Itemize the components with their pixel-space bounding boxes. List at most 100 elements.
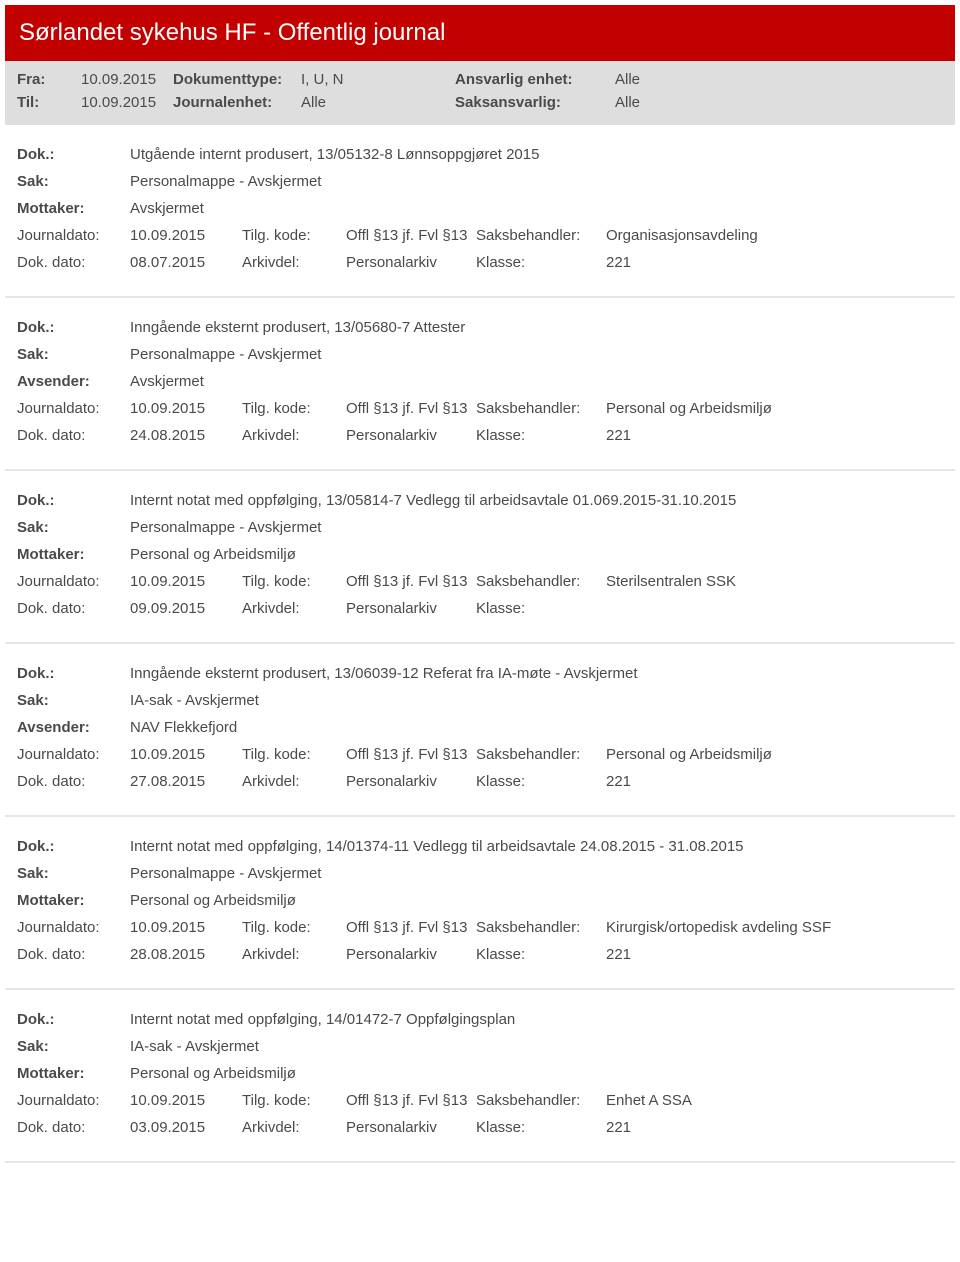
sak-label: Sak: <box>17 865 130 882</box>
sak-value: Personalmappe - Avskjermet <box>130 519 321 536</box>
journalenhet-value: Alle <box>301 94 455 111</box>
arkivdel-label: Arkivdel: <box>242 1119 346 1136</box>
party-label: Mottaker: <box>17 546 130 563</box>
sak-label: Sak: <box>17 1038 130 1055</box>
party-label: Mottaker: <box>17 1065 130 1082</box>
party-label: Mottaker: <box>17 892 130 909</box>
doktype-label: Dokumenttype: <box>173 71 301 88</box>
saksbehandler-value: Personal og Arbeidsmiljø <box>606 400 772 417</box>
dokdato-label: Dok. dato: <box>17 427 130 444</box>
dok-value: Internt notat med oppfølging, 13/05814-7… <box>130 492 736 509</box>
klasse-label: Klasse: <box>476 1119 606 1136</box>
arkivdel-label: Arkivdel: <box>242 946 346 963</box>
journaldato-label: Journaldato: <box>17 573 130 590</box>
journal-record: Dok.: Internt notat med oppfølging, 14/0… <box>5 990 955 1163</box>
journaldato-value: 10.09.2015 <box>130 573 242 590</box>
page-title: Sørlandet sykehus HF - Offentlig journal <box>19 19 445 46</box>
klasse-label: Klasse: <box>476 600 606 617</box>
tilgkode-label: Tilg. kode: <box>242 746 346 763</box>
dokdato-value: 27.08.2015 <box>130 773 242 790</box>
party-value: Personal og Arbeidsmiljø <box>130 892 296 909</box>
dok-value: Internt notat med oppfølging, 14/01472-7… <box>130 1011 515 1028</box>
journaldato-label: Journaldato: <box>17 1092 130 1109</box>
tilgkode-value: Offl §13 jf. Fvl §13 <box>346 573 476 590</box>
party-value: NAV Flekkefjord <box>130 719 237 736</box>
tilgkode-label: Tilg. kode: <box>242 227 346 244</box>
dok-value: Inngående eksternt produsert, 13/06039-1… <box>130 665 638 682</box>
party-label: Mottaker: <box>17 200 130 217</box>
journaldato-value: 10.09.2015 <box>130 400 242 417</box>
saksbehandler-value: Organisasjonsavdeling <box>606 227 758 244</box>
sak-value: IA-sak - Avskjermet <box>130 1038 259 1055</box>
dokdato-label: Dok. dato: <box>17 773 130 790</box>
journal-record: Dok.: Inngående eksternt produsert, 13/0… <box>5 644 955 817</box>
arkivdel-label: Arkivdel: <box>242 254 346 271</box>
dokdato-value: 09.09.2015 <box>130 600 242 617</box>
klasse-label: Klasse: <box>476 946 606 963</box>
sak-value: IA-sak - Avskjermet <box>130 692 259 709</box>
sak-value: Personalmappe - Avskjermet <box>130 346 321 363</box>
dok-label: Dok.: <box>17 492 130 509</box>
party-value: Avskjermet <box>130 200 204 217</box>
records-container: Dok.: Utgående internt produsert, 13/051… <box>0 125 960 1163</box>
saksbehandler-label: Saksbehandler: <box>476 1092 606 1109</box>
sak-label: Sak: <box>17 173 130 190</box>
dokdato-label: Dok. dato: <box>17 1119 130 1136</box>
dok-label: Dok.: <box>17 838 130 855</box>
saksbehandler-value: Sterilsentralen SSK <box>606 573 736 590</box>
saksbehandler-label: Saksbehandler: <box>476 746 606 763</box>
dok-label: Dok.: <box>17 1011 130 1028</box>
saksbehandler-label: Saksbehandler: <box>476 227 606 244</box>
dok-label: Dok.: <box>17 665 130 682</box>
journalenhet-label: Journalenhet: <box>173 94 301 111</box>
party-label: Avsender: <box>17 373 130 390</box>
saksbehandler-value: Enhet A SSA <box>606 1092 692 1109</box>
tilgkode-value: Offl §13 jf. Fvl §13 <box>346 400 476 417</box>
tilgkode-label: Tilg. kode: <box>242 573 346 590</box>
journaldato-label: Journaldato: <box>17 400 130 417</box>
dokdato-label: Dok. dato: <box>17 946 130 963</box>
dokdato-value: 03.09.2015 <box>130 1119 242 1136</box>
filter-row-2: Til: 10.09.2015 Journalenhet: Alle Saksa… <box>17 94 943 111</box>
arkivdel-value: Personalarkiv <box>346 773 476 790</box>
arkivdel-label: Arkivdel: <box>242 773 346 790</box>
klasse-value: 221 <box>606 946 631 963</box>
saksbehandler-value: Kirurgisk/ortopedisk avdeling SSF <box>606 919 831 936</box>
saksbehandler-label: Saksbehandler: <box>476 919 606 936</box>
arkivdel-label: Arkivdel: <box>242 600 346 617</box>
arkivdel-value: Personalarkiv <box>346 254 476 271</box>
dokdato-value: 08.07.2015 <box>130 254 242 271</box>
tilgkode-label: Tilg. kode: <box>242 1092 346 1109</box>
ansvarlig-value: Alle <box>615 71 640 88</box>
klasse-value: 221 <box>606 254 631 271</box>
dok-value: Utgående internt produsert, 13/05132-8 L… <box>130 146 539 163</box>
journaldato-value: 10.09.2015 <box>130 746 242 763</box>
party-value: Avskjermet <box>130 373 204 390</box>
arkivdel-label: Arkivdel: <box>242 427 346 444</box>
journaldato-value: 10.09.2015 <box>130 919 242 936</box>
klasse-value: 221 <box>606 773 631 790</box>
sak-label: Sak: <box>17 346 130 363</box>
sak-value: Personalmappe - Avskjermet <box>130 173 321 190</box>
saksbehandler-label: Saksbehandler: <box>476 400 606 417</box>
journaldato-label: Journaldato: <box>17 919 130 936</box>
tilgkode-value: Offl §13 jf. Fvl §13 <box>346 919 476 936</box>
klasse-value: 221 <box>606 427 631 444</box>
fra-label: Fra: <box>17 71 81 88</box>
journaldato-label: Journaldato: <box>17 227 130 244</box>
journal-record: Dok.: Inngående eksternt produsert, 13/0… <box>5 298 955 471</box>
arkivdel-value: Personalarkiv <box>346 1119 476 1136</box>
journaldato-value: 10.09.2015 <box>130 227 242 244</box>
til-label: Til: <box>17 94 81 111</box>
til-value: 10.09.2015 <box>81 94 173 111</box>
klasse-value: 221 <box>606 1119 631 1136</box>
filter-bar: Fra: 10.09.2015 Dokumenttype: I, U, N An… <box>5 61 955 125</box>
saksansvarlig-label: Saksansvarlig: <box>455 94 615 111</box>
dok-label: Dok.: <box>17 146 130 163</box>
dokdato-value: 24.08.2015 <box>130 427 242 444</box>
klasse-label: Klasse: <box>476 773 606 790</box>
filter-row-1: Fra: 10.09.2015 Dokumenttype: I, U, N An… <box>17 71 943 88</box>
journaldato-label: Journaldato: <box>17 746 130 763</box>
arkivdel-value: Personalarkiv <box>346 427 476 444</box>
sak-label: Sak: <box>17 692 130 709</box>
